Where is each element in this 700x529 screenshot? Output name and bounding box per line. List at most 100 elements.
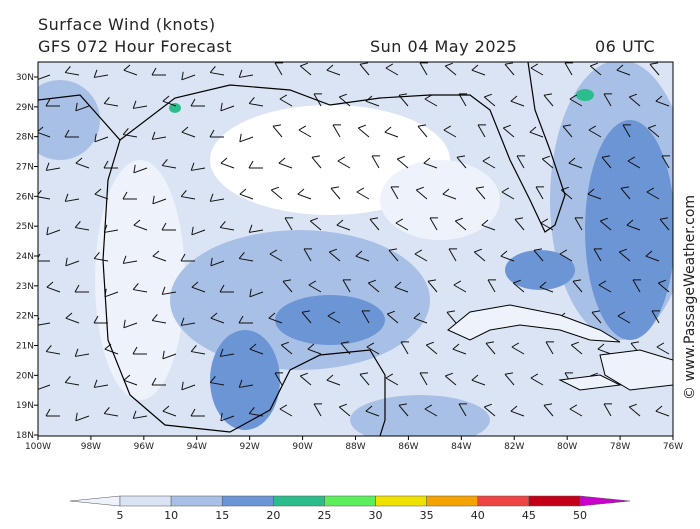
- wind-barb: [248, 160, 263, 169]
- barb-staff: [603, 403, 612, 417]
- wind-barb: [627, 156, 641, 169]
- wind-barb: [400, 341, 410, 355]
- wind-barb: [656, 342, 670, 355]
- barb-feather: [300, 372, 309, 377]
- barb-staff: [162, 410, 177, 417]
- barb-staff: [65, 317, 80, 324]
- barb-feather: [297, 188, 305, 195]
- barb-feather: [161, 159, 168, 166]
- barb-staff: [543, 94, 554, 107]
- barb-staff: [65, 198, 80, 202]
- wind-barb: [93, 69, 109, 78]
- wind-barb: [504, 62, 515, 76]
- barb-staff: [384, 131, 399, 138]
- wind-barb: [456, 155, 467, 169]
- barb-staff: [75, 162, 90, 169]
- wind-barb: [162, 95, 177, 107]
- barb-staff: [123, 379, 138, 386]
- barb-staff: [191, 286, 206, 293]
- barb-staff: [359, 63, 370, 76]
- wind-barb: [485, 341, 496, 355]
- barb-feather: [510, 95, 518, 102]
- barb-feather: [414, 249, 423, 255]
- barb-staff: [274, 372, 283, 386]
- barb-staff: [390, 186, 399, 200]
- barb-staff: [601, 156, 612, 169]
- barb-feather: [152, 195, 155, 204]
- barb-feather: [416, 186, 425, 191]
- barb-feather: [181, 126, 189, 133]
- wind-barb: [591, 310, 602, 324]
- barb-feather: [274, 372, 284, 374]
- barb-staff: [570, 344, 583, 355]
- wind-barb: [510, 405, 525, 417]
- barb-feather: [397, 155, 406, 160]
- barb-staff: [597, 348, 612, 355]
- barb-staff: [458, 403, 467, 417]
- barb-feather: [659, 217, 669, 220]
- lat-label: 30N: [16, 73, 34, 83]
- wind-barb: [597, 343, 612, 355]
- wind-barb: [501, 187, 515, 200]
- wind-barb: [133, 219, 148, 231]
- wind-barb: [239, 133, 254, 143]
- barb-feather: [133, 164, 136, 173]
- barb-staff: [152, 255, 167, 262]
- barb-staff: [94, 74, 109, 78]
- barb-feather: [337, 156, 346, 162]
- barb-feather: [38, 253, 41, 259]
- barb-staff: [388, 249, 399, 262]
- barb-staff: [239, 74, 254, 78]
- wind-barb: [299, 372, 312, 386]
- wind-barb: [458, 93, 468, 107]
- barb-staff: [311, 156, 322, 169]
- barb-feather: [569, 94, 578, 100]
- barb-staff: [104, 229, 119, 233]
- wind-barb: [209, 66, 225, 76]
- barb-staff: [332, 124, 341, 138]
- wind-barb: [622, 124, 632, 138]
- wind-barb: [357, 124, 370, 138]
- colorbar-min-arrow: [69, 495, 121, 507]
- wind-barb: [564, 62, 574, 76]
- wind-barb: [123, 64, 138, 76]
- forecast-time: 06 UTC: [595, 37, 655, 56]
- barb-staff: [123, 260, 138, 264]
- barb-feather: [366, 342, 375, 348]
- barb-staff: [617, 315, 631, 324]
- barb-feather: [103, 97, 110, 104]
- barb-feather: [45, 408, 51, 417]
- barb-feather: [279, 94, 288, 100]
- wind-barb: [103, 97, 119, 107]
- barb-feather: [651, 310, 661, 312]
- barb-feather: [562, 124, 572, 127]
- barb-feather: [103, 407, 110, 414]
- wind-barb: [133, 164, 148, 174]
- wind-barb: [297, 188, 312, 200]
- barb-staff: [444, 65, 457, 76]
- lon-label: 96W: [134, 442, 154, 452]
- wind-barb: [632, 279, 642, 293]
- barb-feather: [122, 128, 129, 135]
- colorbar-tick-label: 25: [317, 509, 331, 522]
- barb-staff: [181, 322, 196, 326]
- barb-staff: [647, 127, 660, 138]
- barb-staff: [628, 96, 641, 107]
- barb-feather: [503, 124, 512, 129]
- barb-staff: [504, 63, 515, 76]
- barb-staff: [574, 217, 583, 231]
- barb-staff: [133, 415, 148, 419]
- wind-barb: [535, 186, 545, 200]
- barb-feather: [510, 405, 518, 412]
- colorbar-segment: [426, 495, 479, 507]
- wind-barb: [572, 279, 583, 293]
- colorbar-segment: [324, 495, 376, 507]
- barb-feather: [500, 250, 508, 257]
- wind-barb: [38, 126, 51, 138]
- wind-barb: [238, 379, 254, 388]
- barb-feather: [426, 341, 435, 346]
- wind-barb: [477, 124, 487, 138]
- barb-staff: [249, 103, 264, 107]
- barb-feather: [600, 217, 609, 222]
- barb-staff: [540, 222, 554, 231]
